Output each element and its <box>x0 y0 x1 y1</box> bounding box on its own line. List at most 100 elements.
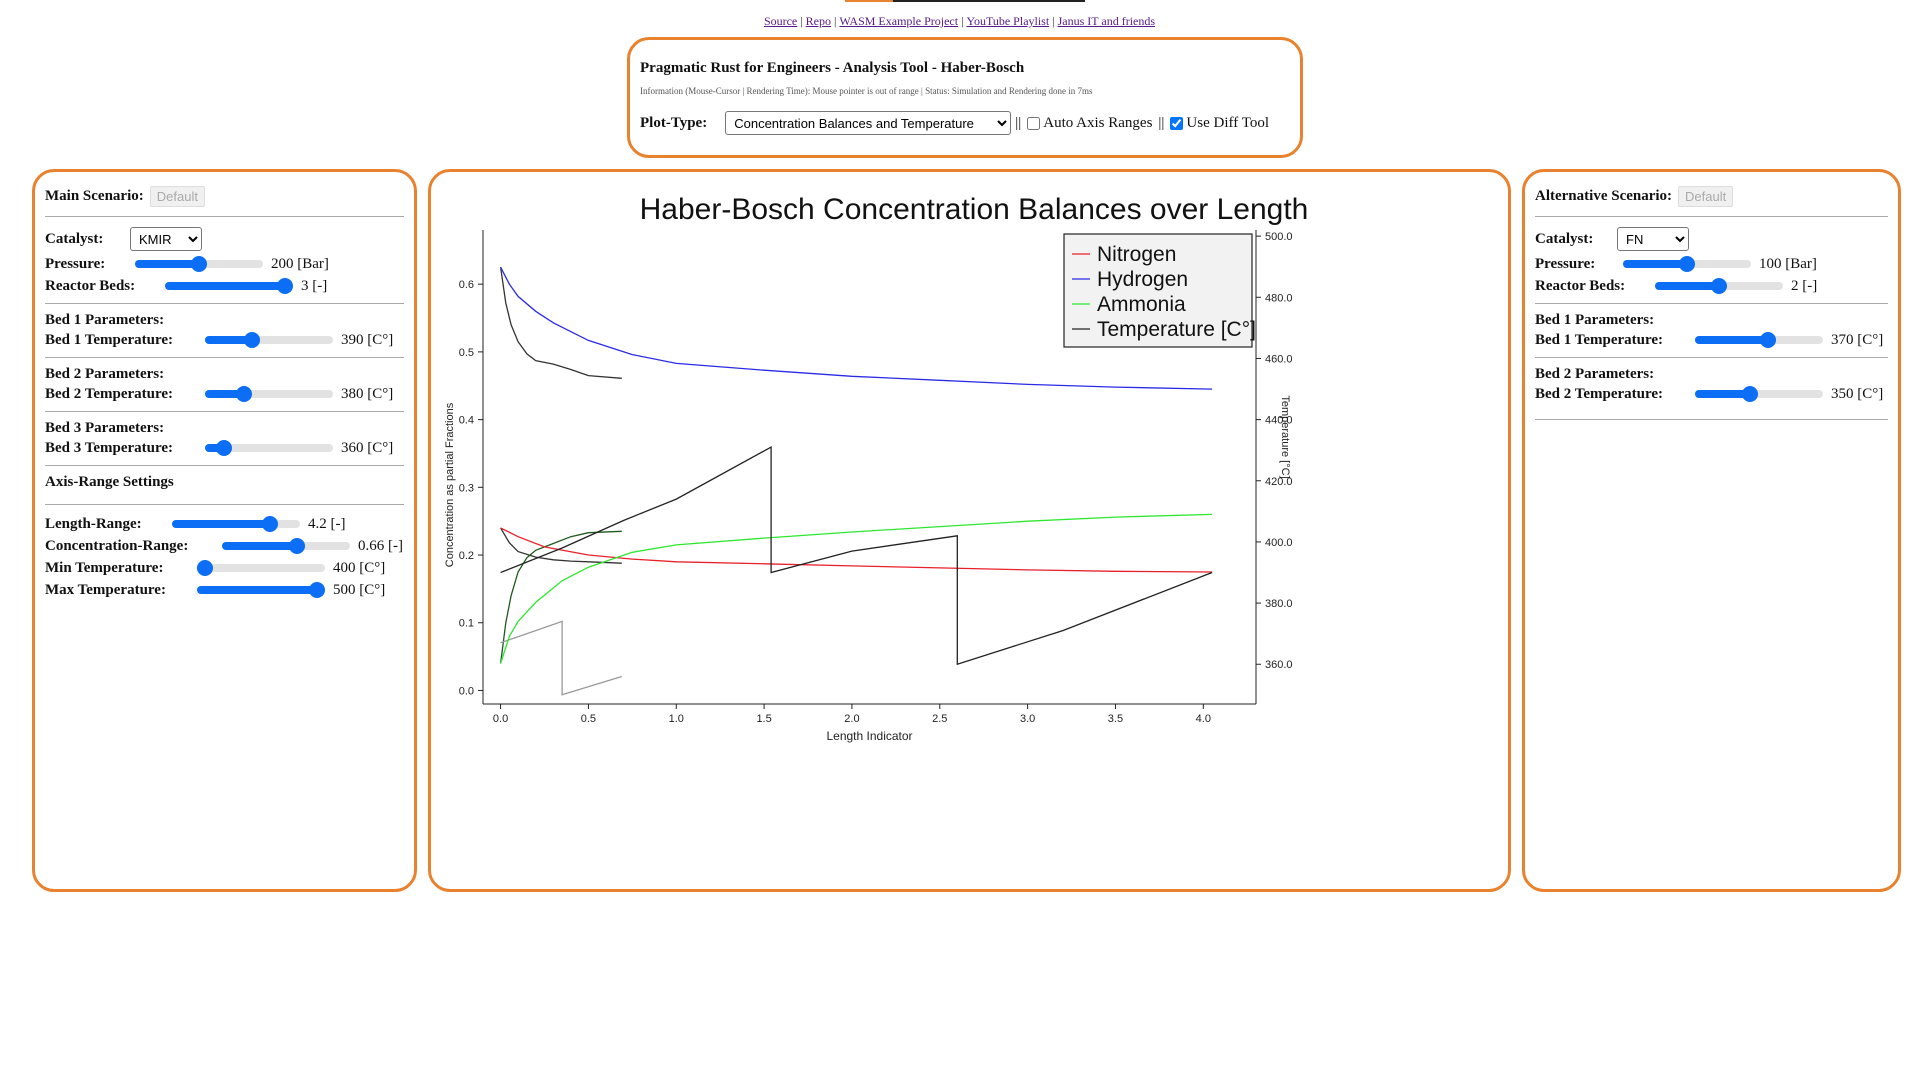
plot-controls: Plot-Type: Concentration Balances and Te… <box>640 111 1290 135</box>
main-catalyst-row: Catalyst: KMIR <box>45 225 404 253</box>
nav-separator: | <box>1052 14 1055 28</box>
max-temp-slider[interactable] <box>197 582 325 598</box>
plot-type-label: Plot-Type: <box>640 114 708 131</box>
legend-label: Nitrogen <box>1097 243 1176 266</box>
main-scenario-title: Main Scenario: <box>45 187 144 204</box>
diff-series-line-0 <box>499 267 622 379</box>
y2-axis-label: Temperature [°C] <box>1279 395 1291 478</box>
main-default-button[interactable]: Default <box>149 185 205 207</box>
catalyst-label: Catalyst: <box>1535 230 1594 247</box>
header-panel: Pragmatic Rust for Engineers - Analysis … <box>627 37 1303 158</box>
repo-link[interactable]: Repo <box>805 14 832 28</box>
min-temp-label: Min Temperature: <box>45 559 164 576</box>
y-tick-label: 0.3 <box>459 482 474 494</box>
source-link[interactable]: Source <box>763 14 798 28</box>
max-temp-row: Max Temperature: 500 [C°] <box>45 579 404 601</box>
bed2-temp-row: Bed 2 Temperature: 380 [C°] <box>45 383 404 405</box>
main-beds-slider[interactable] <box>165 278 293 294</box>
y-tick-label: 0.4 <box>459 415 474 427</box>
catalyst-label: Catalyst: <box>45 230 104 247</box>
x-tick-label: 2.0 <box>844 713 859 725</box>
alt-catalyst-select[interactable]: FN <box>1617 227 1689 251</box>
y-tick-label: 0.5 <box>459 347 474 359</box>
main-bed3-temp-slider[interactable] <box>205 440 333 456</box>
bed2-title: Bed 2 Parameters: <box>45 366 165 382</box>
main-bed2-temp-slider[interactable] <box>205 386 333 402</box>
bed1-temp-row: Bed 1 Temperature: 390 [C°] <box>45 329 404 351</box>
plot-type-select[interactable]: Concentration Balances and Temperature <box>725 111 1012 135</box>
janus-it-link[interactable]: Janus IT and friends <box>1057 14 1156 28</box>
reactor-beds-label: Reactor Beds: <box>45 277 136 294</box>
y2-tick-label: 460.0 <box>1265 353 1293 365</box>
wasm-example-link[interactable]: WASM Example Project <box>839 14 959 28</box>
alt-scenario-panel: Alternative Scenario: Default Catalyst: … <box>1522 169 1901 892</box>
y-tick-label: 0.0 <box>459 685 474 697</box>
series-line-temperature-c <box>500 446 1213 666</box>
bed2-temp-value: 350 [C°] <box>1831 385 1884 402</box>
bed2-temp-label: Bed 2 Temperature: <box>1535 385 1664 402</box>
alt-pressure-slider[interactable] <box>1623 256 1751 272</box>
diff-tool-checkbox[interactable] <box>1170 116 1184 130</box>
x-tick-label: 0.5 <box>581 713 596 725</box>
divider <box>1535 419 1888 420</box>
auto-axis-toggle[interactable]: Auto Axis Ranges <box>1027 115 1152 132</box>
diff-tool-label: Use Diff Tool <box>1186 114 1269 131</box>
youtube-playlist-link[interactable]: YouTube Playlist <box>966 14 1050 28</box>
main-pressure-slider[interactable] <box>135 256 263 272</box>
auto-axis-checkbox[interactable] <box>1027 116 1041 130</box>
main-catalyst-select[interactable]: KMIR <box>130 227 202 251</box>
reactor-beds-value: 3 [-] <box>301 277 328 294</box>
main-scenario-header: Main Scenario: Default <box>45 182 404 210</box>
diff-series-line-1 <box>500 527 622 564</box>
legend-box <box>1063 233 1253 348</box>
alt-bed2-temp-slider[interactable] <box>1695 386 1823 402</box>
alt-bed1-title: Bed 1 Parameters: <box>1535 312 1655 328</box>
status-info: Information (Mouse-Cursor | Rendering Ti… <box>640 86 1093 96</box>
concentration-range-row: Concentration-Range: 0.66 [-] <box>45 535 404 557</box>
min-temp-slider[interactable] <box>197 560 325 576</box>
axis-range-title: Axis-Range Settings <box>45 474 174 490</box>
main-bed1-temp-slider[interactable] <box>205 332 333 348</box>
bed2-temp-label: Bed 2 Temperature: <box>45 385 174 402</box>
divider <box>45 465 404 466</box>
y-tick-label: 0.1 <box>459 618 474 630</box>
alt-bed1-temp-slider[interactable] <box>1695 332 1823 348</box>
separator: || <box>1158 114 1165 131</box>
y2-tick-label: 380.0 <box>1265 598 1293 610</box>
bed1-temp-value: 390 [C°] <box>341 331 394 348</box>
main-scenario-panel: Main Scenario: Default Catalyst: KMIR Pr… <box>32 169 417 892</box>
chart-panel: Haber-Bosch Concentration Balances over … <box>428 169 1511 892</box>
pressure-label: Pressure: <box>45 255 106 272</box>
app-title: Pragmatic Rust for Engineers - Analysis … <box>640 60 1025 76</box>
legend-label: Ammonia <box>1097 293 1186 316</box>
divider <box>45 303 404 304</box>
main-beds-row: Reactor Beds: 3 [-] <box>45 275 404 297</box>
x-tick-label: 1.0 <box>669 713 684 725</box>
series-line-hydrogen <box>500 266 1213 390</box>
divider <box>1535 303 1888 304</box>
diff-tool-toggle[interactable]: Use Diff Tool <box>1170 115 1269 132</box>
alt-bed2-temp-row: Bed 2 Temperature: 350 [C°] <box>1535 383 1888 405</box>
alt-default-button[interactable]: Default <box>1678 185 1734 207</box>
concentration-range-label: Concentration-Range: <box>45 537 189 554</box>
alt-beds-row: Reactor Beds: 2 [-] <box>1535 275 1888 297</box>
separator: || <box>1015 114 1022 131</box>
divider <box>45 357 404 358</box>
max-temp-label: Max Temperature: <box>45 581 166 598</box>
bed3-temp-row: Bed 3 Temperature: 360 [C°] <box>45 437 404 459</box>
legend-label: Hydrogen <box>1097 268 1188 291</box>
series-line-ammonia <box>499 513 1213 664</box>
x-tick-label: 2.5 <box>932 713 947 725</box>
length-range-slider[interactable] <box>172 516 300 532</box>
length-range-value: 4.2 [-] <box>308 515 346 532</box>
chart-lines <box>499 266 1213 696</box>
nav-separator: | <box>800 14 803 28</box>
pressure-label: Pressure: <box>1535 255 1596 272</box>
x-axis-label: Length Indicator <box>826 729 912 743</box>
concentration-chart: Haber-Bosch Concentration Balances over … <box>444 193 1308 743</box>
concentration-range-slider[interactable] <box>222 538 350 554</box>
alt-beds-slider[interactable] <box>1655 278 1783 294</box>
alt-bed1-temp-row: Bed 1 Temperature: 370 [C°] <box>1535 329 1888 351</box>
diff-series-line-2 <box>499 530 622 664</box>
